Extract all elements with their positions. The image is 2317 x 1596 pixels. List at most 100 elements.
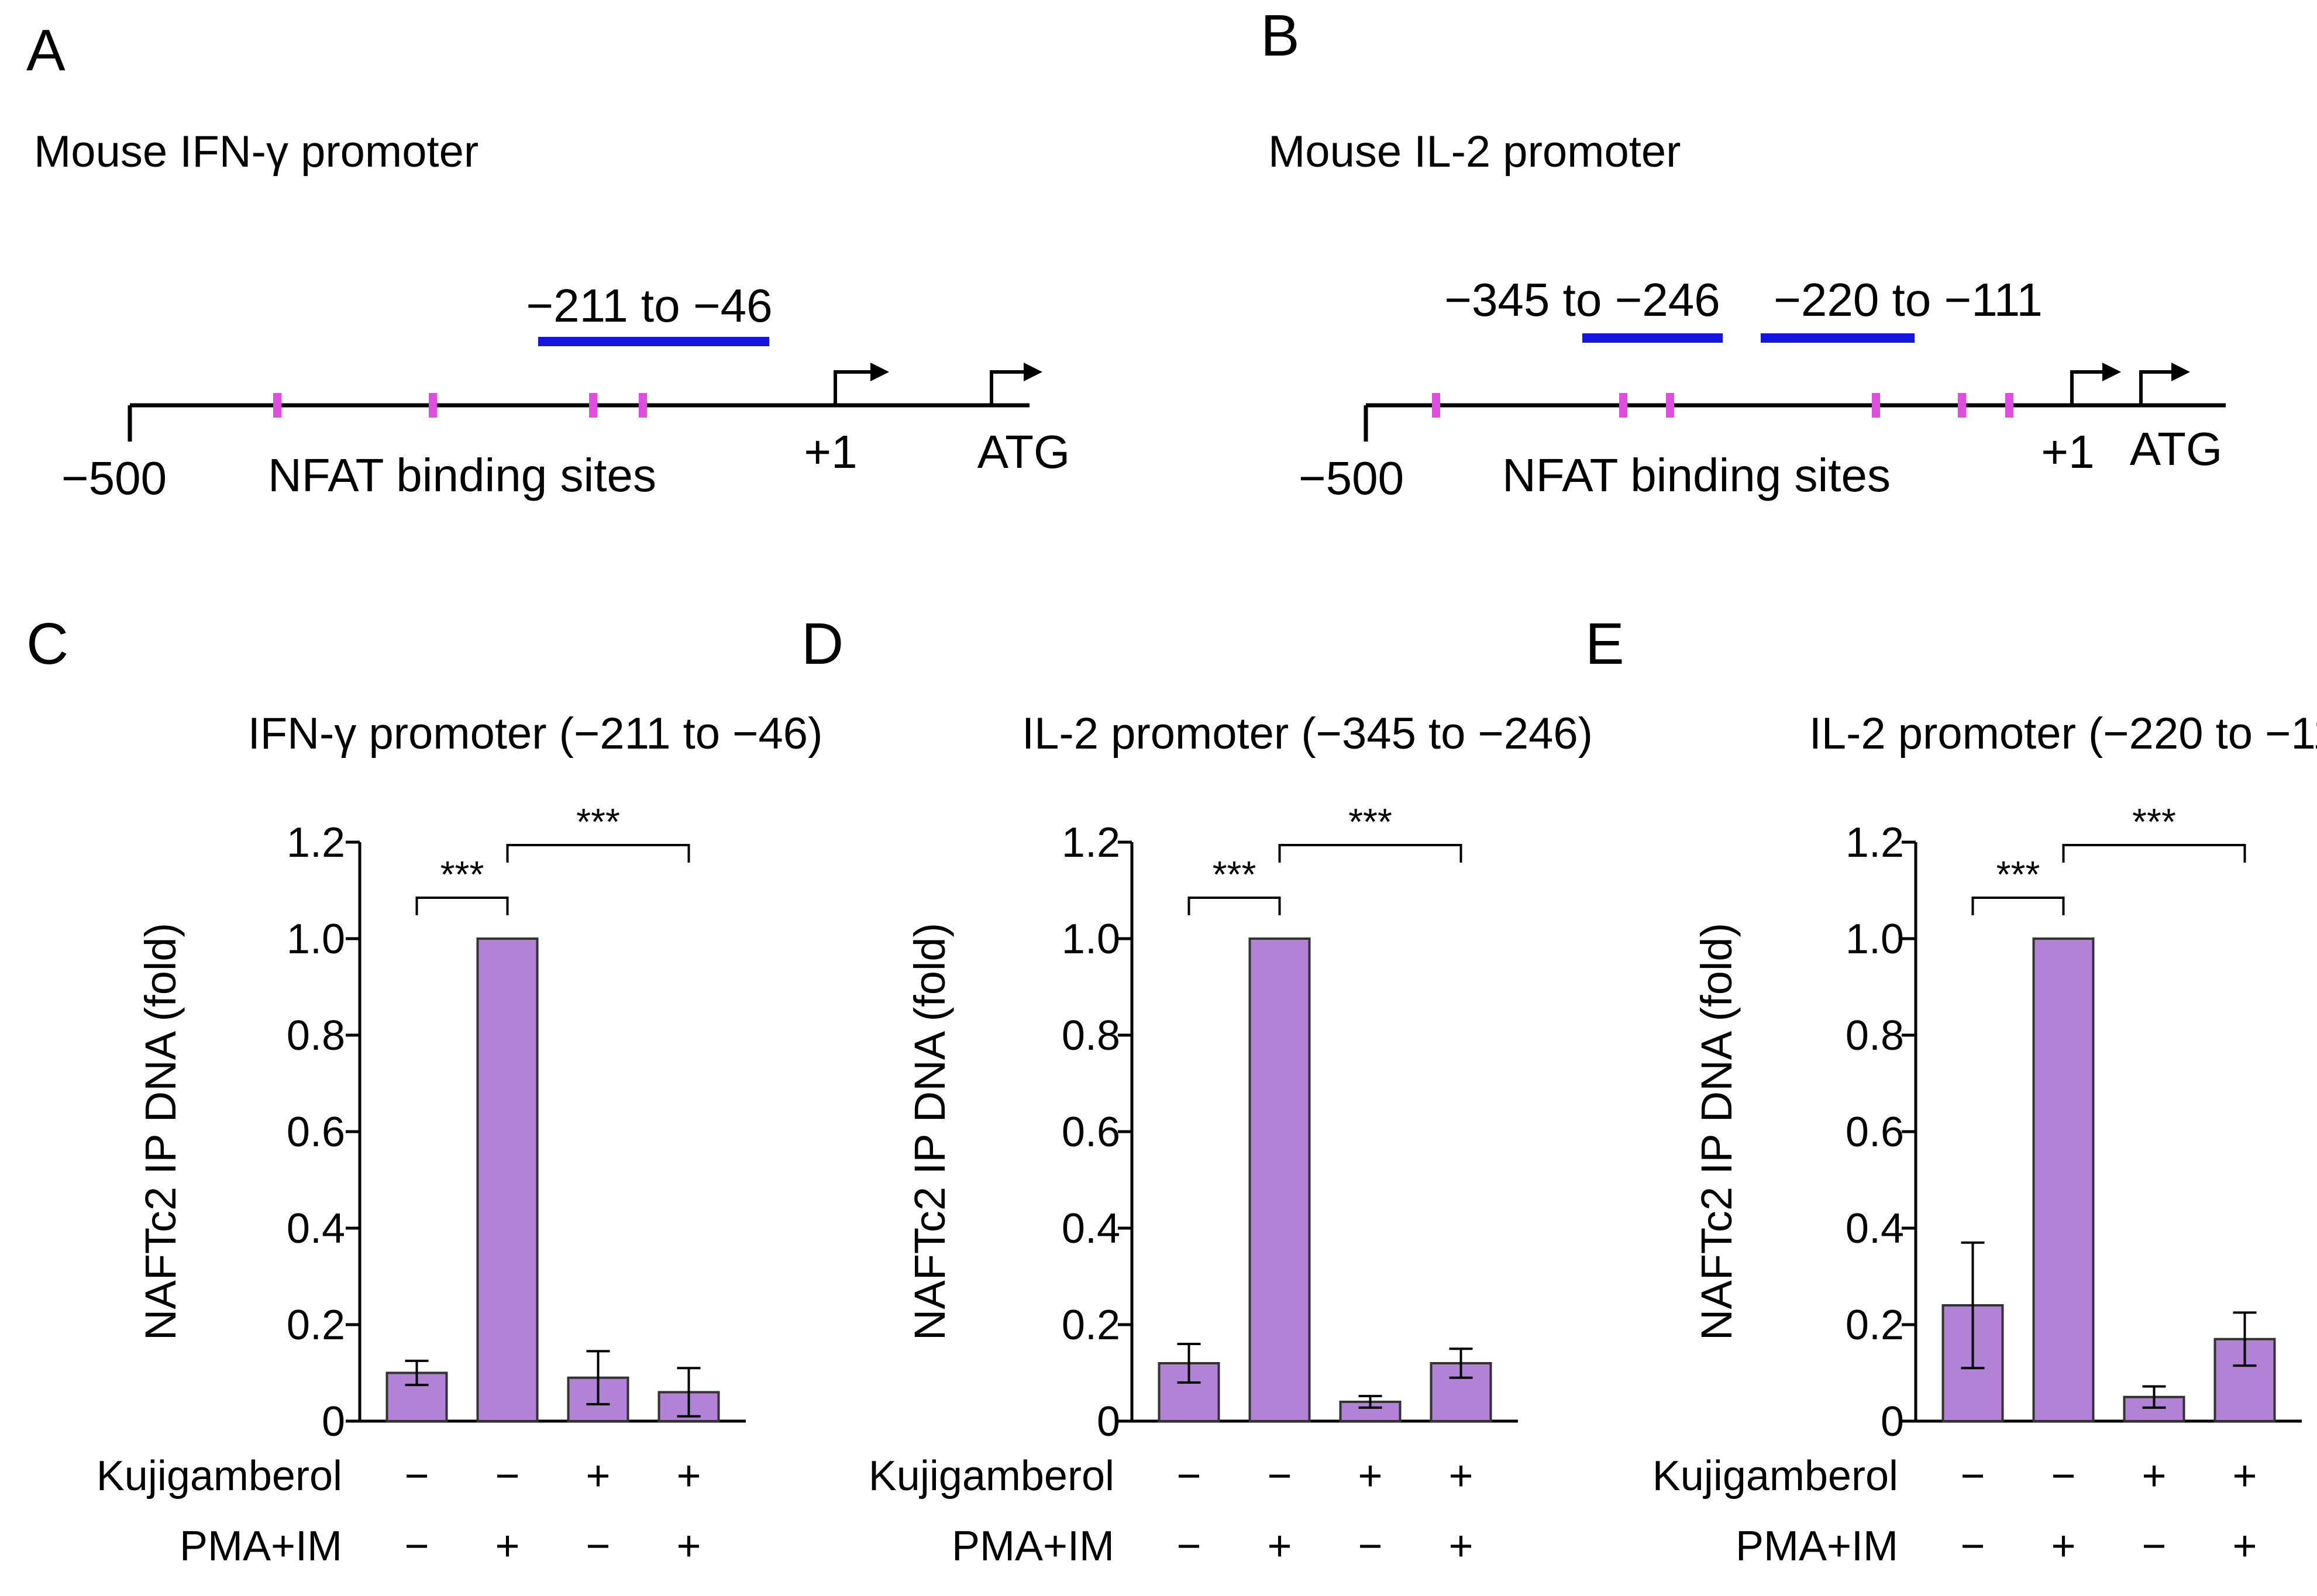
atg-label: ATG [2130, 423, 2223, 475]
panel-letter-c: C [26, 611, 68, 677]
significance-label: *** [1996, 853, 2040, 895]
region-bar [1761, 333, 1915, 343]
y-tick-label: 0.8 [1846, 1012, 1904, 1059]
tss-label: +1 [804, 426, 857, 478]
treatment-sign: − [2051, 1453, 2075, 1500]
nfat-site [429, 393, 437, 418]
bar-chart-d: IL-2 promoter (−345 to −246) NAFTc2 IP DN… [869, 709, 1593, 1570]
nfat-sites-label: NFAT binding sites [1502, 449, 1891, 501]
tss-arrowhead-icon [2102, 363, 2121, 381]
significance-bracket [1971, 897, 2065, 915]
atg-arrow-icon [990, 370, 1025, 405]
treatment-sign: + [676, 1523, 701, 1570]
y-tick-label: 0 [1097, 1398, 1120, 1445]
y-tick-label: 0.4 [287, 1205, 345, 1252]
y-tick-label: 0.6 [287, 1109, 345, 1156]
y-tick-label: 1.0 [287, 916, 345, 963]
nfat-site [2005, 393, 2013, 418]
nfat-site [1666, 393, 1674, 418]
promoter-diagram-il2: Mouse IL-2 promoter −345 to −246 −220 to… [1268, 127, 2226, 504]
nfat-site [273, 393, 281, 418]
y-tick-label: 0.6 [1846, 1109, 1904, 1156]
y-tick-label: 1.2 [1846, 819, 1904, 866]
y-axis-label: NAFTc2 IP DNA (fold) [1692, 923, 1741, 1340]
tss-label: +1 [2041, 426, 2094, 478]
atg-arrowhead-icon [2171, 363, 2190, 381]
treatment-sign: + [586, 1453, 610, 1500]
y-tick-label: 0.6 [1062, 1109, 1120, 1156]
treatment-sign: + [2232, 1523, 2257, 1570]
treatment-sign: − [1960, 1523, 1985, 1570]
region-label: −345 to −246 [1444, 274, 1720, 326]
promoter-title: Mouse IL-2 promoter [1268, 127, 1681, 177]
y-axis-label: NAFTc2 IP DNA (fold) [906, 923, 954, 1340]
nfat-site [589, 393, 597, 418]
tss-arrow-icon [834, 370, 872, 405]
promoter-title: Mouse IFN-γ promoter [34, 127, 478, 177]
treatment-sign: − [404, 1453, 429, 1500]
treatment-sign: − [1176, 1453, 1201, 1500]
promoter-start-label: −500 [1299, 452, 1404, 504]
treatment-sign: − [404, 1523, 429, 1570]
y-axis-label: NAFTc2 IP DNA (fold) [136, 923, 185, 1340]
treatment-sign: − [1176, 1523, 1201, 1570]
nfat-sites-label: NFAT binding sites [268, 449, 656, 501]
treatment-sign: − [495, 1453, 519, 1500]
treatment-sign: − [1960, 1453, 1985, 1500]
treatment-sign: + [2232, 1453, 2257, 1500]
y-tick-label: 0 [1881, 1398, 1904, 1445]
y-tick-label: 1.0 [1846, 916, 1904, 963]
significance-label: *** [1348, 801, 1392, 843]
nfat-site [1432, 393, 1440, 418]
treatment-sign: + [1358, 1453, 1382, 1500]
treatment-sign: + [2142, 1453, 2166, 1500]
region-label: −211 to −46 [526, 280, 772, 332]
chart-title: IL-2 promoter (−220 to −111) [1809, 709, 2317, 759]
treatment-sign: + [2051, 1523, 2075, 1570]
y-tick-label: 0.2 [287, 1302, 345, 1349]
atg-label: ATG [977, 426, 1070, 478]
panel-letter-a: A [26, 18, 66, 83]
nfat-site [1958, 393, 1966, 418]
treatment-label-pma-im: PMA+IM [952, 1523, 1114, 1570]
treatment-sign: − [2142, 1523, 2166, 1570]
region-bar [538, 337, 769, 346]
y-tick-label: 0.8 [1062, 1012, 1120, 1059]
significance-label: *** [440, 853, 484, 895]
region-bar [1582, 333, 1723, 343]
y-tick-label: 0 [322, 1398, 345, 1445]
treatment-sign: + [1448, 1523, 1473, 1570]
treatment-label-pma-im: PMA+IM [1736, 1523, 1898, 1570]
bar [385, 1371, 448, 1422]
y-tick-label: 0.4 [1062, 1205, 1120, 1252]
bar [1248, 937, 1311, 1422]
region-label: −220 to −111 [1774, 274, 2043, 326]
treatment-sign: − [1267, 1453, 1292, 1500]
y-tick-label: 0.2 [1062, 1302, 1120, 1349]
significance-bracket [2062, 844, 2246, 863]
significance-label: *** [576, 801, 620, 843]
treatment-label-kujigamberol: Kujigamberol [97, 1453, 342, 1500]
panel-letter-e: E [1585, 611, 1624, 677]
treatment-sign: − [1358, 1523, 1382, 1570]
significance-bracket [506, 844, 690, 863]
atg-arrow-icon [2139, 370, 2173, 405]
treatment-sign: + [1267, 1523, 1292, 1570]
significance-label: *** [1213, 853, 1256, 895]
nfat-site [1619, 393, 1627, 418]
y-tick-label: 1.0 [1062, 916, 1120, 963]
panel-letter-b: B [1261, 3, 1300, 68]
tss-arrow-icon [2070, 370, 2103, 405]
bar [476, 937, 539, 1422]
treatment-sign: − [586, 1523, 610, 1570]
atg-arrowhead-icon [1024, 363, 1042, 381]
bar [2032, 937, 2095, 1422]
bar-chart-e: IL-2 promoter (−220 to −111) NAFTc2 IP DN… [1652, 709, 2317, 1570]
bar-chart-c: IFN-γ promoter (−211 to −46) NAFTc2 IP DN… [97, 709, 823, 1570]
treatment-label-pma-im: PMA+IM [180, 1523, 342, 1570]
treatment-label-kujigamberol: Kujigamberol [869, 1453, 1114, 1500]
promoter-start-label: −500 [61, 452, 167, 504]
significance-bracket [415, 897, 509, 915]
significance-bracket [1278, 844, 1462, 863]
